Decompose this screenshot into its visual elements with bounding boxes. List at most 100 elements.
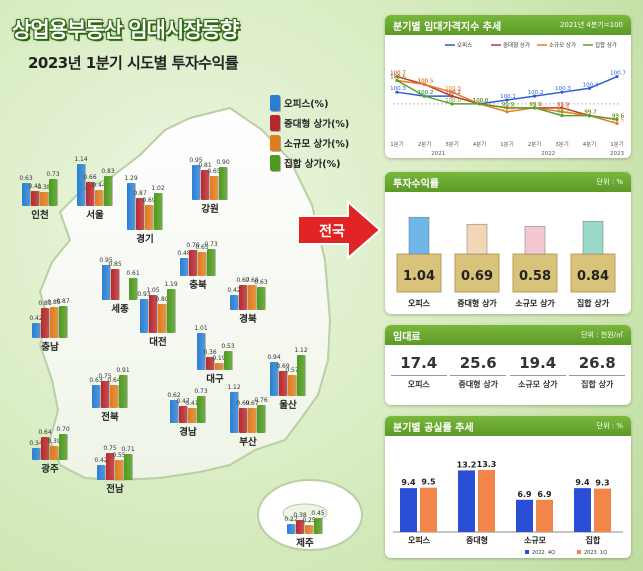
region-bar-label: 0.80 — [155, 295, 169, 303]
region-bar-label: 0.55 — [112, 451, 126, 459]
region-12: 0.62 0.47 0.41 0.73 경남 — [167, 375, 208, 438]
series-point-label: 99.7 — [557, 110, 570, 116]
region-bar-label: 0.61 — [126, 269, 140, 277]
region-bar-label: 0.41 — [185, 399, 199, 407]
series-point-label: 100.5 — [418, 78, 434, 84]
region-4: 0.48 0.70 0.65 0.73 충북 — [177, 228, 218, 291]
region-bar — [102, 265, 110, 300]
series-point-label: 99.9 — [529, 102, 542, 108]
price-index-chart: 오피스 중대형 상가 소규모 상가 집합 상가 100.3 100.2 100.2 100.0… — [390, 41, 626, 157]
region-name: 인천 — [31, 210, 49, 221]
region-name: 서울 — [86, 210, 104, 221]
region-bar-label: 0.38 — [37, 184, 51, 192]
region-3: 1.29 0.87 0.69 1.02 경기 — [124, 175, 165, 245]
legend-item-small: 소규모 상가(%) — [270, 133, 349, 153]
region-7: 0.42 0.81 0.85 0.87 충남 — [29, 290, 70, 353]
region-bar-label: 0.70 — [186, 242, 200, 250]
vacancy-legend-item: 2022. 4Q — [525, 550, 555, 556]
series-point-label: 99.7 — [584, 110, 597, 116]
region-name: 부산 — [239, 437, 257, 448]
series-point-label: 99.9 — [557, 102, 570, 108]
series-point — [395, 74, 399, 79]
series-point-label: 99.9 — [529, 102, 542, 108]
series-point — [422, 94, 427, 98]
region-bar — [207, 249, 215, 276]
series-point-label: 100.2 — [528, 90, 544, 96]
series-point — [615, 74, 619, 79]
region-bar-label: 0.67 — [236, 277, 250, 285]
series-point — [450, 102, 454, 106]
region-bar-label: 0.93 — [137, 290, 151, 298]
region-bar-label: 0.73 — [194, 388, 208, 396]
region-bar — [201, 170, 209, 200]
region-11: 0.63 0.75 0.64 0.91 전북 — [89, 360, 130, 423]
vacancy-legend-item: 2023. 1Q — [577, 550, 607, 556]
year-label: 2022 — [541, 151, 555, 157]
vacancy-bar-label: 6.9 — [517, 490, 532, 499]
region-bar — [110, 384, 118, 408]
series-point — [560, 90, 564, 94]
map-legend: 오피스(%) 중대형 상가(%) 소규모 상가(%) 집합 상가(%) — [270, 93, 349, 173]
vacancy-bar-label: 13.2 — [457, 460, 477, 469]
rent-value: 19.4 — [519, 354, 557, 372]
rent-item: 25.6 중대형 상가 — [450, 354, 507, 390]
vacancy-bar-label: 13.3 — [477, 460, 497, 469]
series-point-label: 100.3 — [445, 86, 461, 92]
series-point-label: 99.8 — [557, 106, 570, 112]
region-bar — [32, 322, 40, 338]
region-bar — [49, 179, 57, 206]
region-name: 경남 — [179, 427, 197, 438]
region-8: 0.93 1.05 0.80 1.19 대전 — [137, 281, 178, 348]
region-bar-label: 0.69 — [276, 362, 290, 370]
region-bar — [297, 354, 305, 396]
region-bar-label: 0.44 — [92, 181, 106, 189]
region-name: 대구 — [206, 374, 224, 385]
region-bar-label: 0.34 — [29, 439, 43, 447]
return-chart: 1.04 오피스 0.69 중대형 상가 0.58 소규모 상가 0.84 집합 상가 — [396, 216, 616, 308]
x-tick-label: 2분기 — [418, 140, 432, 148]
region-bar — [22, 182, 30, 206]
region-bar — [97, 464, 105, 480]
region-bar-label: 1.29 — [124, 174, 138, 182]
return-category: 집합 상가 — [577, 298, 610, 308]
rent-category: 소규모 상가 — [509, 375, 566, 390]
vacancy-legend-swatch — [577, 550, 581, 554]
region-bar-label: 0.65 — [195, 244, 209, 252]
return-category: 중대형 상가 — [457, 298, 497, 308]
vacancy-bar-label: 9.4 — [575, 478, 590, 487]
series-point — [532, 106, 537, 110]
region-bar-label: 0.63 — [19, 174, 33, 182]
region-bar — [106, 452, 114, 480]
region-bar — [188, 407, 196, 423]
return-value: 0.69 — [461, 269, 493, 284]
region-bar-label: 0.90 — [216, 159, 230, 166]
series-point-label: 100.0 — [473, 98, 489, 104]
subtitle: 2023년 1분기 시도별 투자수익률 — [28, 54, 239, 72]
region-6: 0.42 0.67 0.68 0.63 경북 — [227, 262, 268, 325]
vacancy-chart: 9.4 9.5 오피스 13.2 13.3 중대형 6.9 6.9 소규모 9.4 9.3 집합 202… — [393, 460, 623, 556]
x-tick-label: 1분기 — [390, 140, 404, 148]
legend-item-midlarge: 중대형 상가(%) — [270, 113, 349, 133]
region-bar — [129, 277, 137, 300]
region-bar — [248, 285, 256, 310]
region-bar — [270, 361, 278, 396]
region-bar-label: 0.75 — [103, 444, 117, 452]
line-legend-label: 중대형 상가 — [503, 41, 530, 49]
series-point — [560, 106, 564, 110]
return-category: 소규모 상가 — [515, 298, 555, 308]
region-bar-label: 0.66 — [83, 173, 97, 181]
region-bar-label: 1.12 — [227, 383, 241, 391]
vacancy-title: 분기별 공실률 추세 — [393, 422, 474, 434]
region-bar — [179, 405, 187, 423]
region-10: 0.94 0.69 0.57 1.12 울산 — [267, 347, 308, 411]
region-bar-label: 0.94 — [267, 353, 281, 361]
region-bar-label: 0.87 — [133, 190, 147, 198]
return-pedestal — [570, 253, 616, 293]
return-pedestal — [512, 253, 558, 293]
vacancy-bar-label: 6.9 — [537, 490, 552, 499]
series-point — [587, 86, 592, 90]
vacancy-category: 소규모 — [524, 536, 547, 545]
series-point — [560, 110, 564, 114]
series-point-label: 99.6 — [612, 114, 625, 120]
region-bar — [32, 447, 40, 460]
